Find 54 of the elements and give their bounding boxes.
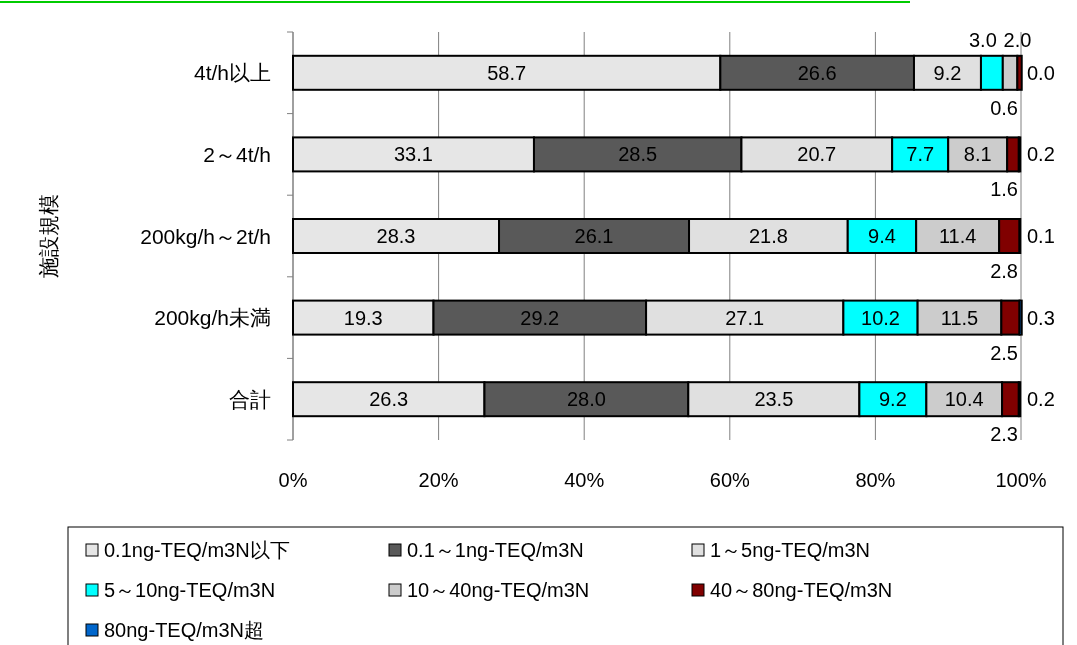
data-label: 8.1 (963, 143, 992, 166)
data-label: 10.4 (944, 388, 984, 411)
data-label: 0.6 (990, 96, 1018, 119)
data-label: 0.2 (1027, 143, 1055, 166)
data-label: 26.6 (797, 61, 837, 84)
data-label: 10.2 (861, 306, 900, 329)
data-label: 9.2 (878, 388, 907, 411)
legend-label: 0.1～1ng-TEQ/m3N (407, 539, 584, 561)
legend-label: 40～80ng-TEQ/m3N (710, 579, 893, 601)
data-label: 0.0 (1027, 61, 1055, 84)
data-label: 2.3 (990, 423, 1018, 446)
x-tick-label: 100% (995, 469, 1047, 491)
legend-label: 10～40ng-TEQ/m3N (407, 579, 590, 601)
y-tick-label: 2～4t/h (203, 142, 271, 166)
data-label: 58.7 (487, 61, 527, 84)
data-label: 19.3 (343, 306, 383, 329)
data-label: 3.0 (968, 28, 997, 51)
data-label: 2.0 (1003, 28, 1032, 51)
y-tick-label: 200kg/h～2t/h (140, 224, 271, 248)
data-label: 7.7 (906, 143, 935, 166)
y-tick-label: 4t/h以上 (193, 61, 271, 85)
data-label: 11.4 (938, 225, 977, 247)
data-label: 28.3 (376, 225, 416, 247)
x-tick-label: 60% (709, 469, 751, 491)
legend-label: 5～10ng-TEQ/m3N (104, 579, 276, 601)
legend-label: 0.1ng-TEQ/m3N以下 (104, 539, 290, 561)
legend-label: 80ng-TEQ/m3N超 (104, 619, 265, 641)
data-label: 29.2 (520, 306, 560, 329)
data-label: 2.8 (990, 260, 1018, 282)
data-label: 28.0 (566, 388, 606, 411)
x-tick-label: 0% (278, 469, 308, 491)
data-label: 9.2 (933, 61, 962, 84)
data-label: 9.4 (868, 225, 896, 247)
y-tick-label: 200kg/h未満 (154, 306, 271, 330)
data-label: 0.1 (1027, 225, 1055, 247)
data-label: 26.1 (574, 225, 614, 247)
legend-label: 1～5ng-TEQ/m3N (710, 539, 871, 561)
x-tick-label: 20% (418, 469, 459, 491)
data-label: 26.3 (369, 388, 409, 411)
data-label: 1.6 (990, 178, 1018, 201)
data-label: 0.2 (1027, 388, 1055, 411)
data-label: 21.8 (748, 225, 788, 247)
data-label: 20.7 (797, 143, 837, 166)
data-label: 27.1 (725, 306, 765, 329)
x-tick-label: 80% (855, 469, 896, 491)
data-label: 33.1 (394, 143, 433, 166)
data-label: 23.5 (754, 388, 794, 411)
y-axis-title: 施設規模 (36, 194, 60, 278)
x-tick-label: 40% (564, 469, 605, 491)
data-label: 2.5 (990, 341, 1018, 364)
data-label: 11.5 (940, 306, 979, 329)
y-tick-label: 合計 (229, 387, 271, 411)
data-label: 28.5 (618, 143, 658, 166)
data-label: 0.3 (1027, 306, 1055, 329)
